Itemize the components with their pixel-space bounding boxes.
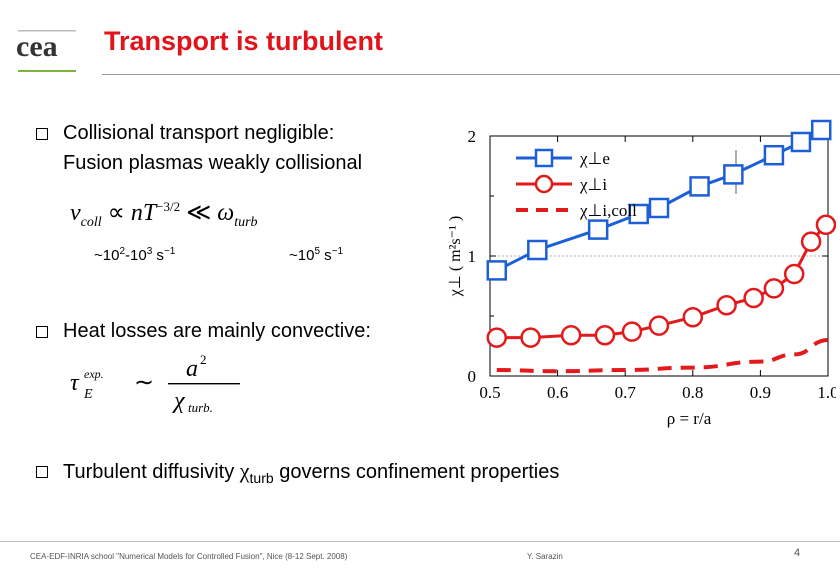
bullet-3-prefix: Turbulent diffusivity — [63, 461, 240, 483]
series-line-chi-i-coll — [496, 338, 829, 374]
turb-freq-unit: s — [320, 247, 332, 264]
bullet-marker-3 — [36, 466, 48, 478]
bullet-marker-1 — [36, 128, 48, 140]
bullet-1-text: Collisional transport negligible: Fusion… — [63, 118, 362, 178]
x-axis-label: ρ = r/a — [667, 409, 712, 428]
numerator-exponent: 2 — [200, 352, 207, 367]
coll-freq-exp1: 2 — [119, 246, 126, 257]
legend-chi-i-label: χ⊥i — [579, 175, 607, 194]
chi-e-point — [790, 131, 812, 153]
footer-author: Y. Sarazin — [527, 552, 563, 561]
x-tick-label: 0.6 — [547, 383, 568, 402]
y-tick-label: 0 — [468, 367, 477, 386]
cea-logo: cea — [16, 30, 76, 72]
coll-freq-mid: -10 — [125, 247, 147, 264]
temperature-exponent: −3/2 — [156, 199, 181, 214]
title-divider — [102, 74, 840, 75]
chi-i-point — [763, 278, 785, 299]
y-tick-label: 1 — [468, 247, 477, 266]
diffusivity-chart: 0.5 0.6 0.7 0.8 0.9 1.0 0 1 2 ρ = r/a χ⊥ ( m²s⁻¹ )… — [447, 119, 836, 428]
fraction-bar — [168, 383, 240, 385]
collisionality-formula: νcoll ∝ nT−3/2 ≪ ωturb — [70, 198, 258, 231]
chi-e-point — [486, 260, 508, 281]
legend-chi-e-marker — [534, 148, 554, 168]
chi-e-point — [587, 219, 609, 240]
chi-i-point — [783, 263, 805, 285]
svg-text:cea: cea — [16, 30, 58, 63]
chi-e-point — [628, 203, 649, 225]
chi-i-point — [486, 327, 508, 348]
chi-symbol: χ — [239, 458, 250, 483]
chi-i-point — [682, 306, 704, 328]
page-number: 4 — [794, 547, 801, 559]
turb-freq-exp: 5 — [314, 246, 321, 257]
proportional-symbol: ∝ — [107, 200, 125, 226]
tau-symbol: τ — [70, 370, 80, 396]
chi-i-point — [743, 287, 764, 309]
bullet-1-line-1: Collisional transport negligible: — [63, 122, 335, 144]
omega-subscript: turb — [234, 214, 258, 230]
x-tick-label: 0.5 — [479, 383, 500, 402]
coll-freq-unit: s — [152, 247, 164, 264]
chi-i-point — [648, 315, 670, 336]
footer-divider — [0, 541, 840, 542]
chi-i-point — [815, 214, 836, 236]
coll-freq-unit-exp: −1 — [163, 246, 176, 257]
tau-subscript: E — [83, 387, 93, 402]
chi-subscript: turb — [249, 470, 274, 486]
chi-i-point — [520, 327, 541, 348]
legend-chi-i-marker — [534, 174, 554, 194]
series-line-chi-e — [496, 128, 823, 272]
x-tick-label: 0.9 — [750, 383, 771, 402]
denominator: χ — [172, 388, 186, 414]
chi-e-point — [763, 144, 785, 166]
much-less-symbol: ≪ — [186, 200, 212, 226]
collision-frequency-range: ~102-103 s−1 — [94, 246, 175, 264]
bullet-2-text: Heat losses are mainly convective: — [63, 320, 371, 342]
chi-i-point — [594, 324, 616, 346]
turb-freq-unit-exp: −1 — [331, 246, 344, 257]
x-tick-label: 0.8 — [682, 383, 703, 402]
bullet-marker-2 — [36, 326, 48, 338]
coll-freq-exp2: 3 — [146, 246, 153, 257]
x-tick-label: 1.0 — [817, 383, 836, 402]
y-axis-label: χ⊥ ( m²s⁻¹ ) — [447, 216, 464, 297]
slide-title: Transport is turbulent — [104, 26, 384, 56]
nu-subscript: coll — [80, 214, 102, 230]
chi-i-point — [560, 324, 582, 346]
turb-freq-prefix: ~10 — [289, 247, 315, 264]
chi-e-point — [723, 164, 744, 185]
legend-chi-e-label: χ⊥e — [579, 149, 610, 168]
footer-event: CEA-EDF-INRIA school "Numerical Models f… — [30, 552, 348, 561]
denominator-subscript: turb. — [188, 400, 213, 415]
confinement-time-formula: τ exp. E ∼ a 2 χ turb. — [70, 352, 240, 415]
legend-chi-i-coll-label: χ⊥i,coll — [579, 201, 637, 220]
chi-i-point — [621, 321, 643, 342]
similar-symbol: ∼ — [134, 370, 154, 396]
chi-i-point — [716, 294, 737, 316]
coll-freq-prefix: ~10 — [94, 247, 120, 264]
chi-e-point — [648, 197, 670, 219]
chi-e-point — [689, 176, 710, 197]
chi-e-point — [527, 239, 548, 261]
nu-symbol: ν — [70, 200, 81, 226]
bullet-3-text: Turbulent diffusivity χturb governs conf… — [63, 456, 559, 493]
omega-symbol: ω — [217, 200, 235, 226]
chi-i-point — [800, 231, 822, 252]
tau-superscript: exp. — [84, 367, 104, 381]
chi-e-point — [810, 119, 832, 141]
bullet-1-line-2: Fusion plasmas weakly collisional — [63, 152, 363, 174]
density-temperature: nT — [130, 200, 157, 226]
numerator: a — [186, 356, 198, 382]
bullet-3-suffix: governs confinement properties — [273, 461, 560, 483]
turbulence-frequency: ~105 s−1 — [289, 246, 343, 264]
y-tick-label: 2 — [468, 127, 477, 146]
x-tick-label: 0.7 — [615, 383, 637, 402]
